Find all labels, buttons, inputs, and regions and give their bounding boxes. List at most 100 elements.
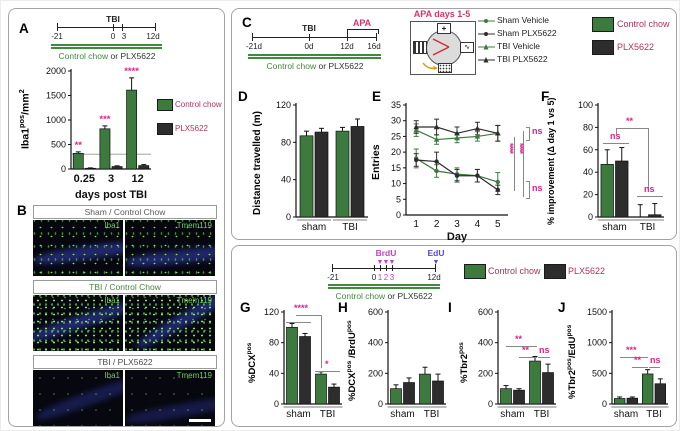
brdu-arrow-icon: ▼ — [388, 259, 396, 266]
svg-text:12: 12 — [132, 173, 144, 185]
panel-box-ab: A TBI -21 0 3 12d Control chow or PLX562… — [8, 8, 225, 427]
svg-text:2: 2 — [434, 219, 440, 230]
svg-text:400: 400 — [368, 338, 383, 348]
panel-a-ylabel: Iba1pos/mm2 — [17, 89, 32, 149]
panel-f-label: F — [541, 89, 550, 104]
svg-text:400: 400 — [478, 338, 493, 348]
panel-e-label: E — [372, 89, 382, 104]
shock-zone-wedge-icon — [422, 38, 450, 70]
svg-text:120: 120 — [264, 307, 279, 317]
panel-box-ghij: BrdU EdU ▼ ▼ ▼ ▼ -21 0 1 2 3 12d Control… — [231, 245, 677, 427]
tbi-event-label: TBI — [302, 23, 316, 33]
sig-i-top: ** — [515, 334, 523, 344]
micrograph-iba1: Iba1 — [33, 295, 123, 351]
sig-e-mid1: **** — [505, 143, 515, 154]
svg-text:sham: sham — [302, 222, 326, 233]
svg-text:0: 0 — [488, 399, 493, 409]
svg-text:TBI: TBI — [646, 409, 662, 420]
control-chow-swatch — [592, 17, 614, 32]
panel-d-chart: 0 40 80 120 sham TBI — [266, 97, 374, 239]
panel-c-label: C — [242, 15, 252, 30]
panel-g-label: G — [240, 300, 251, 315]
svg-text:TBI: TBI — [320, 409, 336, 420]
brdu-edu-timeline: BrdU EdU ▼ ▼ ▼ ▼ -21 0 1 2 3 12d Control… — [327, 248, 445, 301]
svg-text:500: 500 — [51, 140, 66, 150]
svg-text:0: 0 — [588, 212, 593, 222]
sig-f-sham: ns — [610, 131, 621, 141]
svg-text:5: 5 — [396, 194, 401, 204]
brdu-arrow-icon: ▼ — [376, 259, 384, 266]
svg-text:40: 40 — [281, 175, 291, 185]
visual-cue-dots-icon — [438, 63, 452, 73]
panel-a-timeline: TBI -21 0 3 12d Control chow or PLX5622 — [49, 14, 164, 64]
panel-f-ylabel: % improvement (Δ day 1 vs 5) — [546, 97, 556, 225]
svg-text:TBI: TBI — [342, 222, 358, 233]
svg-text:0: 0 — [274, 399, 279, 409]
svg-text:sham: sham — [602, 222, 626, 233]
panel-a-chart: 0 500 1000 1500 2000 0.25 3 12 ** *** **** days pos… — [41, 63, 155, 201]
sig-g-main: **** — [294, 303, 309, 313]
sig-i-mid: ** — [522, 345, 530, 355]
svg-text:40: 40 — [583, 167, 593, 177]
micrograph-row: Sham / Control Chow Iba1 Tmem119 — [33, 205, 217, 276]
micrograph-row-title: TBI / PLX5622 — [33, 355, 217, 369]
svg-text:200: 200 — [368, 368, 383, 378]
svg-text:0.25: 0.25 — [74, 173, 95, 185]
panel-i-ylabel: %Tbr2pos — [458, 342, 471, 383]
apa-bracket — [347, 29, 379, 34]
svg-text:600: 600 — [478, 307, 493, 317]
panel-d-ylabel: Distance travelled (m) — [252, 111, 263, 215]
svg-text:25: 25 — [391, 131, 401, 141]
svg-text:3: 3 — [454, 219, 460, 230]
tbi-event-label: TBI — [106, 14, 120, 24]
svg-text:days post TBI: days post TBI — [75, 189, 147, 201]
svg-text:sham: sham — [500, 409, 524, 420]
svg-text:80: 80 — [281, 137, 291, 147]
svg-text:600: 600 — [368, 307, 383, 317]
svg-text:200: 200 — [478, 368, 493, 378]
svg-text:1500: 1500 — [587, 307, 607, 317]
svg-text:1500: 1500 — [46, 91, 66, 101]
panel-c-timeline: TBI APA -21d 0d 12d 16d Control chow or … — [245, 18, 381, 71]
svg-text:0: 0 — [378, 399, 383, 409]
svg-text:30: 30 — [391, 116, 401, 126]
sig-e-top: ns — [532, 126, 543, 136]
plx5622-swatch — [157, 123, 173, 135]
svg-text:****: **** — [124, 66, 139, 77]
control-chow-swatch — [464, 264, 486, 279]
panel-g-ylabel: %DCXpos — [246, 342, 259, 383]
sig-e-mid2: **** — [515, 143, 525, 154]
micrograph-iba1: Iba1 — [33, 220, 123, 276]
plx5622-swatch — [544, 264, 566, 279]
svg-text:40: 40 — [269, 368, 279, 378]
svg-text:***: *** — [99, 114, 110, 125]
visual-cue-wave-icon: ∿ — [460, 42, 474, 53]
micrograph-iba1: Iba1 — [33, 370, 123, 426]
svg-text:1000: 1000 — [587, 338, 607, 348]
svg-text:60: 60 — [583, 145, 593, 155]
plx5622-swatch — [592, 40, 614, 55]
micrograph-tmem119: Tmem119 — [125, 295, 215, 351]
svg-text:0: 0 — [286, 212, 291, 222]
panel-b-label: B — [17, 203, 27, 218]
svg-text:20: 20 — [391, 147, 401, 157]
svg-text:sham: sham — [614, 409, 638, 420]
svg-text:120: 120 — [276, 100, 291, 110]
panel-box-cdef: C TBI APA -21d 0d 12d 16d Control chow o… — [231, 8, 677, 243]
svg-text:2000: 2000 — [46, 66, 66, 76]
svg-text:4: 4 — [475, 219, 481, 230]
edu-arrow-icon: ▼ — [432, 259, 440, 266]
panel-e-chart: 0 5 10 15 20 25 30 35 1 2 3 4 5 Day — [380, 97, 520, 243]
svg-text:500: 500 — [592, 368, 607, 378]
panel-j-ylabel: %Tbr2pos/EdUpos — [566, 324, 579, 399]
panel-i-chart: 0 200 400 600 sham TBI — [470, 306, 562, 424]
sig-j-top: *** — [626, 345, 637, 355]
svg-text:15: 15 — [391, 163, 401, 173]
svg-text:1000: 1000 — [46, 115, 66, 125]
micrograph-row-title: Sham / Control Chow — [33, 205, 217, 219]
panel-j-label: J — [558, 300, 566, 315]
sig-e-bottom: ns — [532, 183, 543, 193]
svg-text:3: 3 — [108, 173, 114, 185]
svg-text:TBI: TBI — [424, 409, 440, 420]
